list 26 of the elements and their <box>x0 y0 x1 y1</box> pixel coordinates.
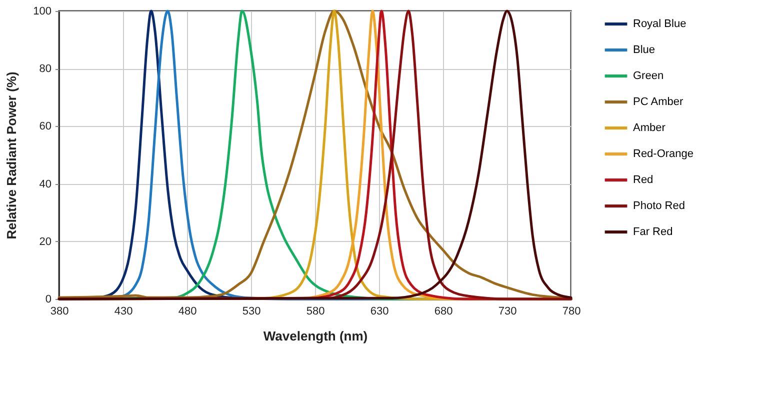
x-tick-label: 630 <box>370 306 389 318</box>
x-tick-label: 430 <box>114 306 133 318</box>
x-tick-label: 580 <box>306 306 325 318</box>
legend-label: Amber <box>633 122 666 134</box>
legend-label: Photo Red <box>633 200 685 212</box>
y-tick-label: 60 <box>39 120 52 133</box>
y-axis-title: Relative Radiant Power (%) <box>4 72 20 240</box>
y-tick-label: 80 <box>39 63 52 76</box>
x-tick-label: 730 <box>498 306 517 318</box>
legend-label: Blue <box>633 44 656 56</box>
y-tick-label: 20 <box>39 236 52 248</box>
legend-label: Red-Orange <box>633 148 694 160</box>
x-tick-label: 380 <box>50 306 69 318</box>
x-tick-label: 530 <box>242 306 261 318</box>
legend-label: PC Amber <box>633 96 684 108</box>
legend-label: Far Red <box>633 226 673 238</box>
y-tick-label: 0 <box>45 294 52 306</box>
legend-label: Royal Blue <box>633 18 686 30</box>
y-tick-label: 100 <box>33 6 52 18</box>
x-tick-label: 780 <box>562 306 581 318</box>
legend-label: Red <box>633 174 654 186</box>
x-tick-label: 680 <box>434 306 453 318</box>
x-tick-label: 480 <box>178 306 197 318</box>
legend-label: Green <box>633 70 664 82</box>
y-tick-label: 40 <box>39 178 52 190</box>
x-axis-title: Wavelength (nm) <box>263 328 368 344</box>
